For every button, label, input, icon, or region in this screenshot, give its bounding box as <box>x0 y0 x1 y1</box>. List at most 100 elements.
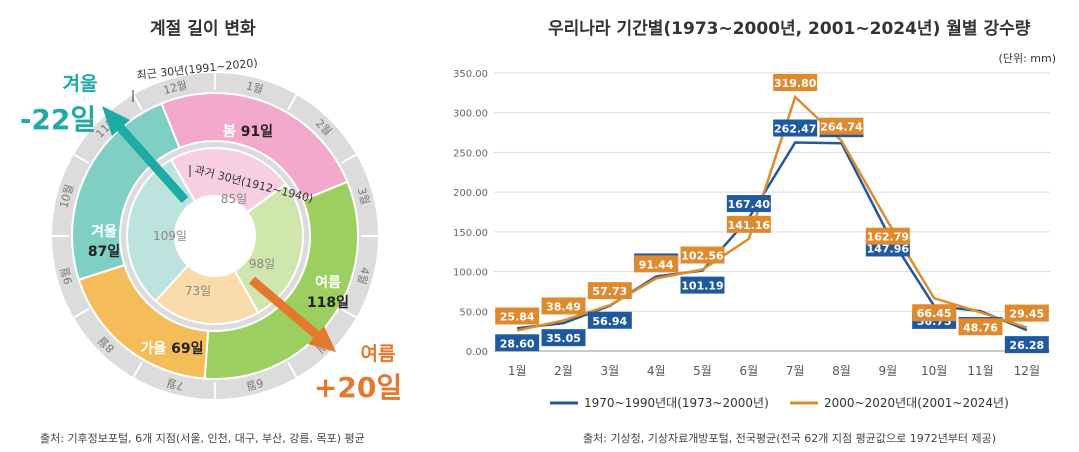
series-1973-2000-label-box <box>495 334 540 352</box>
series-1973-2000-data-label: 262.47 <box>774 123 816 136</box>
summer-arrow-head <box>308 326 336 352</box>
series-2001-2024-label-box <box>865 227 910 245</box>
series-1973-2000-data-label: 28.60 <box>500 337 535 350</box>
series-2001-2024-label-box <box>1004 304 1049 322</box>
month-divider <box>73 308 90 319</box>
series-2001-2024-label-box <box>958 318 1003 336</box>
series-2001-2024-label-box <box>773 73 818 91</box>
x-tick-label: 7월 <box>786 364 805 378</box>
series-2001-2024-label-box <box>912 304 957 322</box>
series-1973-2000-data-label: 101.19 <box>681 280 723 293</box>
series-2001-2024-data-label: 264.74 <box>820 121 863 134</box>
x-tick-label: 4월 <box>647 364 666 378</box>
series-2001-2024-data-label: 66.45 <box>917 307 952 320</box>
y-tick-label: 50.00 <box>459 307 488 318</box>
monthly-rainfall-line-chart: (단위: mm) 0.00 50.00 100.00 150.00 200.00 250.0… <box>453 52 1056 410</box>
series-1973-2000-label-box <box>726 195 771 213</box>
y-tick-label: 0.00 <box>466 347 488 358</box>
series-2001-2024-legend-label: 2000~2020년대(2001~2024년) <box>824 396 1009 410</box>
recent-autumn-label: 가을 69일 <box>140 341 203 357</box>
series-2001-2024-line <box>516 94 1028 332</box>
recent-summer-sector <box>203 180 359 380</box>
unit-label: (단위: mm) <box>999 52 1056 65</box>
series-2001-2024-label-box <box>726 215 771 233</box>
x-tick-label: 12월 <box>1014 364 1040 378</box>
series-2001-2024-data-label: 38.49 <box>546 300 581 313</box>
series-1973-2000-label-box <box>541 329 586 347</box>
y-tick-label: 150.00 <box>453 228 488 239</box>
series-1973-2000-data-label: 26.28 <box>1009 339 1044 352</box>
month-divider <box>132 94 143 111</box>
x-tick-label: 8월 <box>832 364 851 378</box>
recent-winter-label: 겨울 87일 <box>88 223 120 260</box>
month-label: 3월 <box>355 186 372 206</box>
series-2001-2024-data-label: 162.79 <box>867 231 909 244</box>
month-label: 6월 <box>245 376 265 393</box>
winter-shrink-arrow <box>114 122 189 203</box>
series-1973-2000-data-label: 147.96 <box>867 242 910 255</box>
recent-summer-label: 여름 118일 <box>307 274 349 311</box>
recent-winter-sector <box>71 102 181 281</box>
x-tick-label: 3월 <box>600 364 619 378</box>
series-2001-2024-data-label: 25.84 <box>500 310 535 323</box>
series-1973-2000-label-box <box>1004 336 1049 354</box>
month-label: 12월 <box>162 78 189 97</box>
series-2001-2024-data-label: 29.45 <box>1009 308 1044 321</box>
series-2001-2024-data-label: 102.56 <box>681 250 724 263</box>
x-tick-label: 5월 <box>693 364 712 378</box>
summer-grow-arrow <box>249 276 321 340</box>
past-spring-label: 85일 <box>221 192 247 206</box>
month-label: 4월 <box>355 266 372 286</box>
y-tick-label: 200.00 <box>453 188 488 199</box>
winter-callout-name: 겨울 <box>63 73 98 95</box>
summer-callout-change: +20일 <box>314 371 402 404</box>
month-divider <box>340 153 357 164</box>
series-2001-2024-data-label: 141.16 <box>728 219 771 232</box>
summer-callout-name: 여름 <box>361 343 396 365</box>
month-label: 7월 <box>165 376 185 393</box>
winter-arrow-head <box>102 106 130 136</box>
y-tick-label: 100.00 <box>453 268 488 279</box>
series-2001-2024-data-label: 48.76 <box>963 321 998 334</box>
series-2001-2024-data-label: 319.80 <box>774 77 817 90</box>
donut-hole <box>175 196 255 276</box>
series-2001-2024-label-box <box>634 255 679 273</box>
series-2001-2024-label-box <box>680 246 725 264</box>
series-1973-2000-data-label: 35.05 <box>546 332 581 345</box>
y-tick-label: 250.00 <box>453 148 488 159</box>
y-tick-label: 300.00 <box>453 109 488 120</box>
month-label: 9월 <box>58 266 75 286</box>
series-2001-2024-label-box <box>587 282 632 300</box>
x-tick-label: 9월 <box>878 364 897 378</box>
month-label: 10월 <box>57 183 76 210</box>
series-2001-2024-data-label: 91.44 <box>639 258 674 271</box>
left-source-note: 출처: 기후정보포털, 6개 지점(서울, 인천, 대구, 부산, 강릉, 목포… <box>40 432 365 445</box>
series-2001-2024-label-box <box>819 117 864 135</box>
x-tick-label: 6월 <box>739 364 758 378</box>
series-2001-2024-data-label: 57.73 <box>592 285 627 298</box>
past-summer-label: 98일 <box>249 257 275 271</box>
month-divider <box>132 361 143 378</box>
y-tick-label: 350.00 <box>453 69 488 80</box>
month-divider <box>73 153 90 164</box>
series-1973-2000-label-box <box>680 276 725 294</box>
season-length-title: 계절 길이 변화 <box>150 19 256 39</box>
series-1973-2000-label-box <box>587 311 632 329</box>
rainfall-chart-title: 우리나라 기간별(1973~2000년, 2001~2024년) 월별 강수량 <box>548 19 1031 39</box>
right-source-note: 출처: 기상청, 기상자료개방포털, 전국평균(전국 62개 지점 평균값으로 … <box>583 432 997 445</box>
series-1973-2000-legend-label: 1970~1990년대(1973~2000년) <box>584 396 769 410</box>
series-1973-2000-data-label: 167.40 <box>728 198 771 211</box>
x-tick-label: 10월 <box>921 364 947 378</box>
month-divider <box>287 94 298 111</box>
x-tick-label: 2월 <box>554 364 573 378</box>
season-donut-chart: 1월2월3월4월5월6월7월8월9월10월11월12월봄 91일여름118일가을… <box>20 56 402 404</box>
past-autumn-label: 73일 <box>185 284 211 298</box>
recent-spring-label: 봄 91일 <box>223 124 273 140</box>
x-tick-label: 11월 <box>967 364 993 378</box>
series-1973-2000-data-label: 56.94 <box>592 315 627 328</box>
series-2001-2024-label-box <box>541 297 586 315</box>
x-tick-label: 1월 <box>508 364 527 378</box>
month-divider <box>340 308 357 319</box>
past-winter-label: 109일 <box>153 229 187 243</box>
month-divider <box>287 361 298 378</box>
